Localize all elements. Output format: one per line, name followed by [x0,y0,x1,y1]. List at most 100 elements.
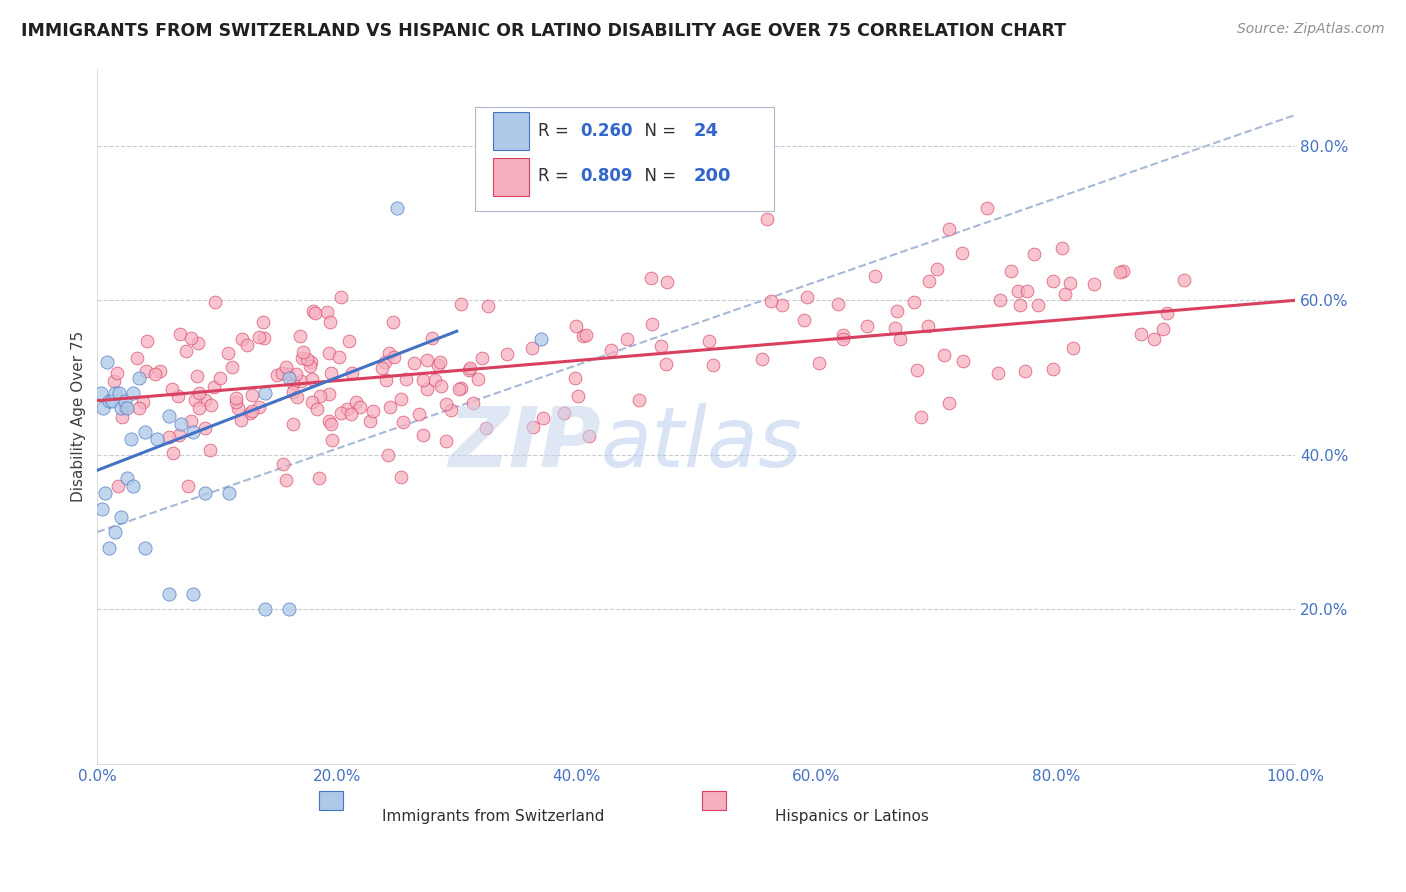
Point [522,420,544,434]
Point [103,374,125,388]
Point [176,479,198,493]
Point [162,446,184,460]
Point [976,201,998,215]
Point [316,304,339,318]
Point [225,395,247,409]
Point [600,343,623,358]
Point [170,417,193,431]
Point [169,428,191,442]
Point [567,389,589,403]
Point [209,370,232,384]
Point [1042,362,1064,376]
Point [640,271,662,285]
Point [883,321,905,335]
Point [319,417,342,431]
FancyBboxPatch shape [492,158,529,195]
Point [105,366,128,380]
Point [578,429,600,443]
Point [423,373,446,387]
Point [564,371,586,385]
Point [412,373,434,387]
Point [288,329,311,343]
Point [1109,265,1132,279]
Point [136,334,159,348]
Point [770,298,793,312]
Point [427,358,450,372]
Point [389,470,412,484]
Point [831,332,853,346]
Point [422,331,444,345]
Point [146,433,169,447]
Point [571,329,593,343]
Point [450,297,472,311]
Point [149,364,172,378]
Point [299,355,322,369]
Point [1062,341,1084,355]
Point [793,312,815,326]
Point [194,392,217,407]
Point [93,401,115,416]
Text: R =: R = [538,168,574,186]
Point [616,332,638,346]
Point [125,351,148,366]
Point [274,360,297,375]
Point [697,334,720,349]
Point [553,406,575,420]
Point [385,201,408,215]
Point [328,350,350,364]
Point [477,299,499,313]
Point [344,395,367,409]
Point [240,404,263,418]
Point [496,346,519,360]
Point [378,400,401,414]
Point [756,211,779,226]
Point [90,386,112,401]
Text: N =: N = [634,168,682,186]
Point [458,360,481,375]
Point [266,368,288,383]
Point [457,362,479,376]
Point [889,332,911,346]
Point [1152,322,1174,336]
Point [318,386,340,401]
Point [100,393,122,408]
Point [395,372,418,386]
Point [110,409,132,424]
Point [167,389,190,403]
Point [416,353,439,368]
Point [530,332,553,346]
Point [1156,306,1178,320]
Point [1050,241,1073,255]
Point [1015,284,1038,298]
Point [429,379,451,393]
Point [1042,274,1064,288]
Point [218,486,240,500]
Point [134,541,156,555]
Point [903,294,925,309]
Point [249,330,271,344]
Point [184,392,207,407]
Point [986,366,1008,380]
Point [200,398,222,412]
Point [122,479,145,493]
Point [318,315,340,329]
Text: 0.809: 0.809 [581,168,633,186]
Point [231,332,253,346]
Point [905,363,928,377]
Point [128,401,150,415]
Text: Hispanics or Latinos: Hispanics or Latinos [775,809,929,824]
Point [759,294,782,309]
Point [318,414,340,428]
Point [181,587,204,601]
Point [226,401,249,416]
Point [202,380,225,394]
Point [270,366,292,380]
Text: N =: N = [634,121,682,139]
Text: 0.260: 0.260 [581,121,633,139]
Point [330,406,353,420]
Point [180,414,202,428]
Point [247,400,270,414]
Point [564,318,586,333]
Point [107,479,129,493]
Point [359,414,381,428]
